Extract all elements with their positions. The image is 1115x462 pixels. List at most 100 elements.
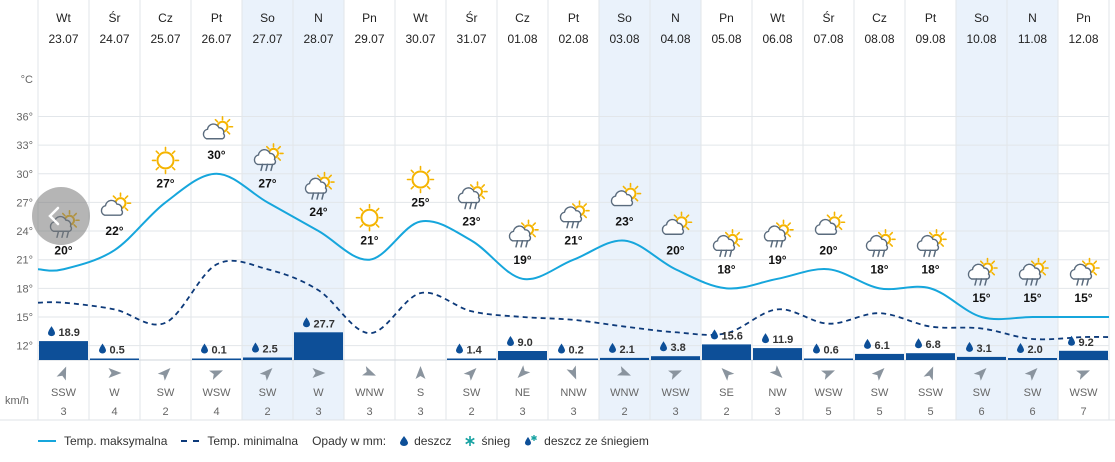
rain-streak (1030, 278, 1034, 286)
cloud-shape (304, 177, 328, 194)
y-tick-label: 24° (16, 226, 33, 238)
precip-label: 15.6 (711, 329, 743, 342)
day-date: 01.08 (507, 32, 537, 46)
day-date: 08.08 (864, 32, 894, 46)
sun-ray (375, 207, 380, 212)
precip-bar (1008, 358, 1057, 360)
wind-direction: SSW (51, 387, 77, 399)
previous-button[interactable] (32, 187, 90, 245)
sun-ray (265, 145, 270, 150)
sun-ray (124, 207, 129, 212)
day-name: Pt (568, 11, 580, 25)
wind-speed: 5 (927, 406, 933, 418)
precip-label: 3.1 (966, 341, 992, 355)
max-temp-label: 20° (819, 243, 837, 257)
sun-ray (787, 222, 792, 227)
sleet-icon (525, 435, 538, 446)
max-temp-label: 23° (615, 215, 633, 229)
wind-direction: WNW (610, 387, 639, 399)
weekend-band (599, 0, 650, 420)
day-date: 23.07 (48, 32, 78, 46)
rain-streak (719, 249, 723, 258)
precip-label: 2.0 (1017, 343, 1043, 356)
rain-streak (1086, 278, 1090, 286)
rain-streak (872, 249, 876, 258)
wind-speed: 3 (774, 406, 780, 418)
sun-disc (360, 208, 379, 227)
raindrop-icon (813, 343, 820, 354)
rain-sun-icon (559, 200, 590, 229)
wind-arrow-icon (259, 368, 273, 381)
day-name: N (314, 11, 323, 25)
cloud-shape (814, 218, 838, 235)
wind-arrow-icon (769, 365, 783, 378)
y-tick-label: 27° (16, 197, 33, 209)
sun-ray (277, 157, 282, 161)
sun-ray (532, 222, 537, 227)
raindrop-icon (201, 343, 208, 354)
day-date: 11.08 (1018, 32, 1047, 46)
max-temp-label: 25° (411, 196, 429, 210)
precip-value: 2.5 (263, 344, 278, 356)
sunny-icon (406, 165, 435, 194)
precip-bar (243, 357, 292, 360)
rain-streak (1076, 278, 1080, 286)
precip-bar (90, 358, 139, 360)
cloud-shape (508, 225, 532, 242)
day-name: Cz (515, 11, 530, 25)
wind-speed: 3 (519, 406, 525, 418)
wind-arrow-icon (157, 368, 171, 381)
max-temp-line (37, 172, 1109, 321)
cloud-shape (457, 187, 481, 204)
precip-value: 0.6 (824, 345, 839, 357)
raindrop-icon (660, 341, 667, 352)
partly-cloudy-icon (100, 192, 132, 216)
max-temp-label: 15° (1074, 291, 1092, 305)
wind-direction: WNW (355, 387, 384, 399)
wind-speed: 3 (672, 406, 678, 418)
precip-bar (651, 356, 700, 360)
sun-ray (583, 203, 588, 207)
rain-sun-icon (712, 229, 743, 258)
wind-unit-label: km/h (5, 395, 29, 407)
rain-streak (576, 220, 580, 229)
wind-arrow-icon (56, 366, 67, 381)
wind-speed: 2 (621, 406, 627, 418)
rain-streak (474, 201, 478, 210)
day-date: 09.08 (915, 32, 945, 46)
wind-arrow-icon (312, 368, 326, 378)
sun-ray (724, 231, 729, 236)
cloud-shape (100, 199, 124, 216)
sun-ray (685, 214, 690, 219)
day-date: 07.08 (813, 32, 843, 46)
precip-label: 9.2 (1068, 335, 1094, 349)
rain-streak (974, 278, 978, 286)
day-date: 24.07 (99, 32, 129, 46)
day-name: So (974, 11, 989, 25)
max-temp-label: 24° (309, 205, 327, 219)
weekend-band (1007, 0, 1058, 420)
raindrop-icon (762, 333, 769, 344)
precip-label: 0.1 (201, 343, 227, 357)
partly-cloudy-icon (610, 182, 642, 207)
rain-streak (877, 249, 881, 258)
precip-label: 0.5 (99, 343, 125, 357)
cloud-shape (559, 206, 583, 223)
wind-direction: SW (1024, 387, 1042, 399)
wind-speed: 2 (264, 406, 270, 418)
rain-streak (928, 249, 932, 258)
precip-bar (804, 358, 853, 360)
sun-ray (673, 214, 678, 219)
sun-ray (112, 195, 117, 200)
sun-ray (124, 195, 129, 200)
rain-streak (464, 201, 468, 210)
y-axis-unit: °C (21, 74, 33, 86)
wind-arrow-icon (566, 365, 577, 380)
rain-sun-icon (253, 143, 284, 172)
day-name: Śr (823, 10, 835, 25)
precip-bar (753, 348, 802, 360)
y-tick-label: 21° (16, 255, 33, 267)
dashed-line-swatch (181, 440, 200, 442)
sun-ray (410, 185, 415, 190)
precip-value: 6.8 (926, 339, 941, 351)
